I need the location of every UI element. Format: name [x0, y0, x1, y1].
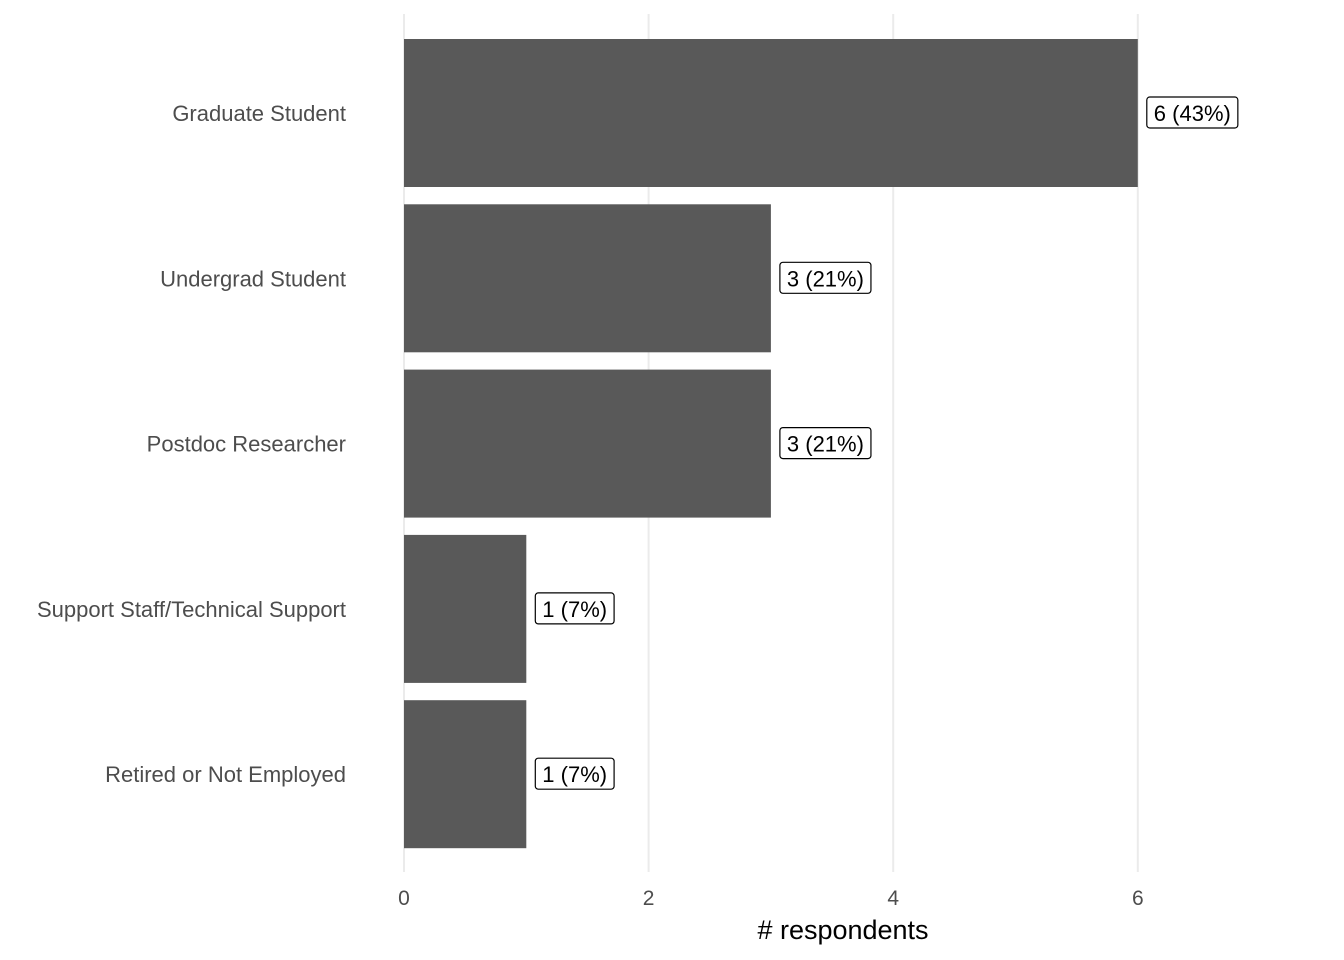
data-label-box: [779, 261, 872, 294]
data-label: 1 (7%): [534, 592, 615, 625]
data-label: 1 (7%): [534, 757, 615, 790]
category-label: Undergrad Student: [160, 266, 346, 291]
x-tick-label: 4: [887, 887, 899, 910]
bar: [404, 204, 771, 353]
data-label-box: [1146, 96, 1239, 129]
bars: [404, 39, 1138, 849]
data-label-box: [779, 427, 872, 460]
x-tick-label: 6: [1132, 887, 1144, 910]
category-label: Retired or Not Employed: [105, 762, 346, 787]
data-label: 3 (21%): [779, 261, 872, 294]
data-label: 6 (43%): [1146, 96, 1239, 129]
data-label-text: 1 (7%): [542, 762, 607, 787]
bar: [404, 700, 527, 849]
bar: [404, 534, 527, 683]
bar: [404, 369, 771, 518]
bar: [404, 39, 1138, 187]
category-labels: Graduate Student Undergrad Student Postdoc…: [37, 101, 346, 787]
x-axis-title: # respondents: [757, 915, 928, 945]
data-label-text: 3 (21%): [787, 266, 864, 291]
data-label-box: [534, 757, 615, 790]
data-label: 3 (21%): [779, 427, 872, 460]
data-label-text: 1 (7%): [542, 597, 607, 622]
x-tick-label: 0: [398, 887, 410, 910]
category-label: Support Staff/Technical Support: [37, 597, 346, 622]
category-label: Graduate Student: [172, 101, 346, 126]
category-label: Postdoc Researcher: [147, 432, 346, 457]
data-labels: 6 (43%) 3 (21%) 3 (21%) 1 (7%) 1 (7%): [534, 96, 1239, 790]
x-tick-labels: 0 2 4 6: [398, 887, 1143, 910]
x-tick-label: 2: [643, 887, 655, 910]
data-label-text: 3 (21%): [787, 432, 864, 457]
data-label-box: [534, 592, 615, 625]
data-label-text: 6 (43%): [1154, 101, 1231, 126]
